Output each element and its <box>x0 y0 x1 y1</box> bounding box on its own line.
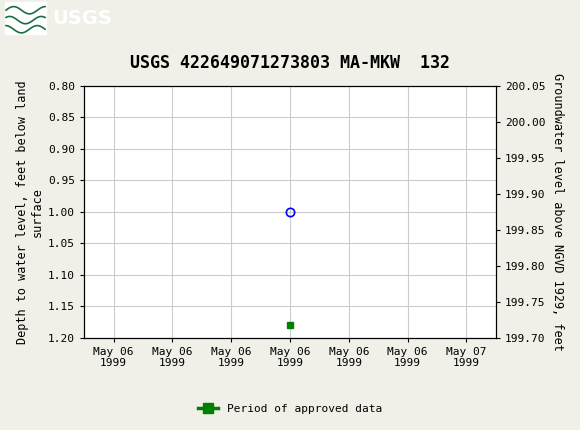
Y-axis label: Groundwater level above NGVD 1929, feet: Groundwater level above NGVD 1929, feet <box>551 73 564 351</box>
Legend: Period of approved data: Period of approved data <box>194 399 386 418</box>
Text: USGS: USGS <box>52 9 112 28</box>
Bar <box>5 2 46 34</box>
Y-axis label: Depth to water level, feet below land
surface: Depth to water level, feet below land su… <box>16 80 44 344</box>
Text: USGS 422649071273803 MA-MKW  132: USGS 422649071273803 MA-MKW 132 <box>130 54 450 72</box>
